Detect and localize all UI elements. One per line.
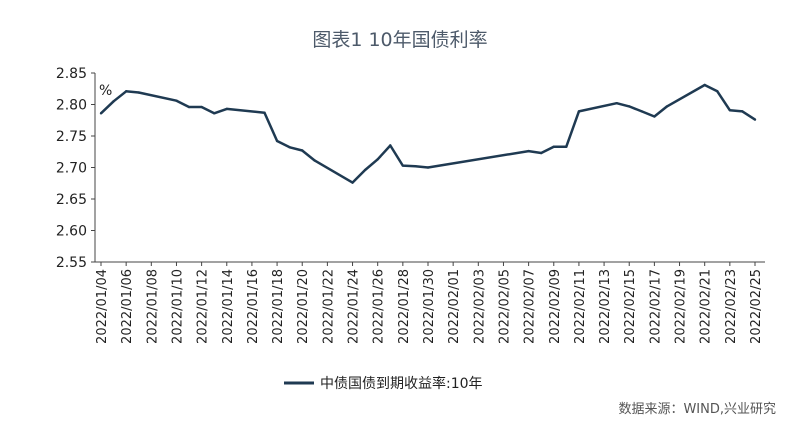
x-tick-label: 2022/02/07 bbox=[523, 269, 538, 344]
x-tick-label: 2022/02/21 bbox=[699, 269, 714, 344]
y-tick-label: 2.85 bbox=[56, 66, 87, 82]
x-tick-label: 2022/02/15 bbox=[623, 269, 638, 344]
data-point bbox=[389, 144, 392, 147]
data-point bbox=[363, 168, 367, 172]
y-tick-label: 2.60 bbox=[56, 224, 87, 240]
data-point bbox=[753, 118, 757, 121]
x-tick-label: 2022/01/08 bbox=[145, 269, 160, 344]
data-point bbox=[313, 159, 317, 162]
data-point bbox=[263, 111, 266, 114]
data-point bbox=[565, 145, 568, 148]
y-tick-label: 2.65 bbox=[56, 192, 87, 208]
data-point bbox=[539, 151, 543, 155]
x-tick-label: 2022/01/28 bbox=[397, 269, 412, 344]
x-tick-label: 2022/02/13 bbox=[598, 269, 613, 344]
data-point-group bbox=[99, 83, 757, 184]
data-point bbox=[426, 166, 430, 169]
source-note: 数据来源：WIND,兴业研究 bbox=[618, 402, 776, 417]
data-point bbox=[665, 105, 669, 108]
data-point bbox=[703, 83, 706, 87]
data-point bbox=[301, 149, 304, 152]
x-tick-label: 2022/02/01 bbox=[447, 269, 462, 344]
x-tick-label: 2022/01/16 bbox=[246, 269, 261, 344]
data-point bbox=[175, 99, 178, 102]
x-tick-label: 2022/02/25 bbox=[749, 269, 764, 344]
data-point bbox=[728, 108, 732, 112]
x-tick-label: 2022/01/04 bbox=[95, 269, 110, 344]
x-tick-label: 2022/01/26 bbox=[372, 269, 387, 344]
x-tick-label: 2022/01/06 bbox=[120, 269, 135, 344]
x-tick-label: 2022/01/20 bbox=[296, 269, 311, 344]
y-tick-label: 2.75 bbox=[56, 129, 87, 145]
x-tick-label: 2022/02/19 bbox=[674, 269, 689, 344]
x-tick-label: 2022/01/10 bbox=[170, 269, 185, 344]
data-point bbox=[653, 115, 656, 118]
data-point bbox=[112, 100, 115, 103]
data-point bbox=[137, 91, 140, 94]
data-point bbox=[288, 146, 291, 149]
y-tick-label: 2.70 bbox=[56, 161, 87, 177]
data-point bbox=[212, 112, 216, 115]
data-point bbox=[225, 107, 228, 111]
y-tick-group: 2.85 2.80 2.75 2.70 2.65 2.60 2.55 bbox=[56, 66, 95, 271]
x-tick-label: 2022/01/12 bbox=[196, 269, 211, 344]
x-tick-label: 2022/01/22 bbox=[321, 269, 336, 344]
data-point bbox=[552, 145, 555, 148]
x-tick-label: 2022/02/17 bbox=[648, 269, 663, 344]
data-point bbox=[741, 110, 744, 113]
series-line bbox=[100, 83, 756, 184]
x-tick-group: 2022/01/04 2022/01/06 2022/01/08 2022/01/10… bbox=[95, 262, 764, 344]
data-point bbox=[124, 90, 128, 93]
y-unit-label: % bbox=[99, 83, 112, 99]
legend-label: 中债国债到期收益率:10年 bbox=[320, 375, 483, 392]
x-tick-label: 2022/01/14 bbox=[221, 269, 236, 344]
x-tick-label: 2022/02/03 bbox=[472, 269, 487, 344]
data-point bbox=[187, 105, 191, 109]
x-tick-label: 2022/01/18 bbox=[271, 269, 286, 344]
x-tick-label: 2022/01/30 bbox=[422, 269, 437, 344]
x-tick-label: 2022/02/05 bbox=[497, 269, 512, 344]
data-point bbox=[275, 139, 279, 143]
x-tick-label: 2022/02/11 bbox=[573, 269, 588, 344]
y-tick-label: 2.80 bbox=[56, 98, 87, 114]
y-tick-label: 2.55 bbox=[56, 255, 87, 271]
data-point bbox=[716, 90, 719, 93]
data-point bbox=[615, 102, 618, 105]
data-point bbox=[376, 158, 379, 161]
data-point bbox=[577, 110, 581, 113]
data-point bbox=[527, 149, 530, 153]
chart-title: 图表1 10年国债利率 bbox=[312, 29, 487, 51]
data-point bbox=[99, 112, 103, 115]
x-tick-label: 2022/01/24 bbox=[347, 269, 362, 344]
data-point bbox=[414, 165, 417, 168]
data-point bbox=[351, 181, 354, 184]
data-point bbox=[640, 110, 644, 113]
data-point bbox=[401, 164, 405, 167]
data-point bbox=[628, 105, 631, 108]
x-tick-label: 2022/02/23 bbox=[724, 269, 739, 344]
data-point bbox=[200, 105, 203, 109]
x-tick-label: 2022/02/09 bbox=[548, 269, 563, 344]
